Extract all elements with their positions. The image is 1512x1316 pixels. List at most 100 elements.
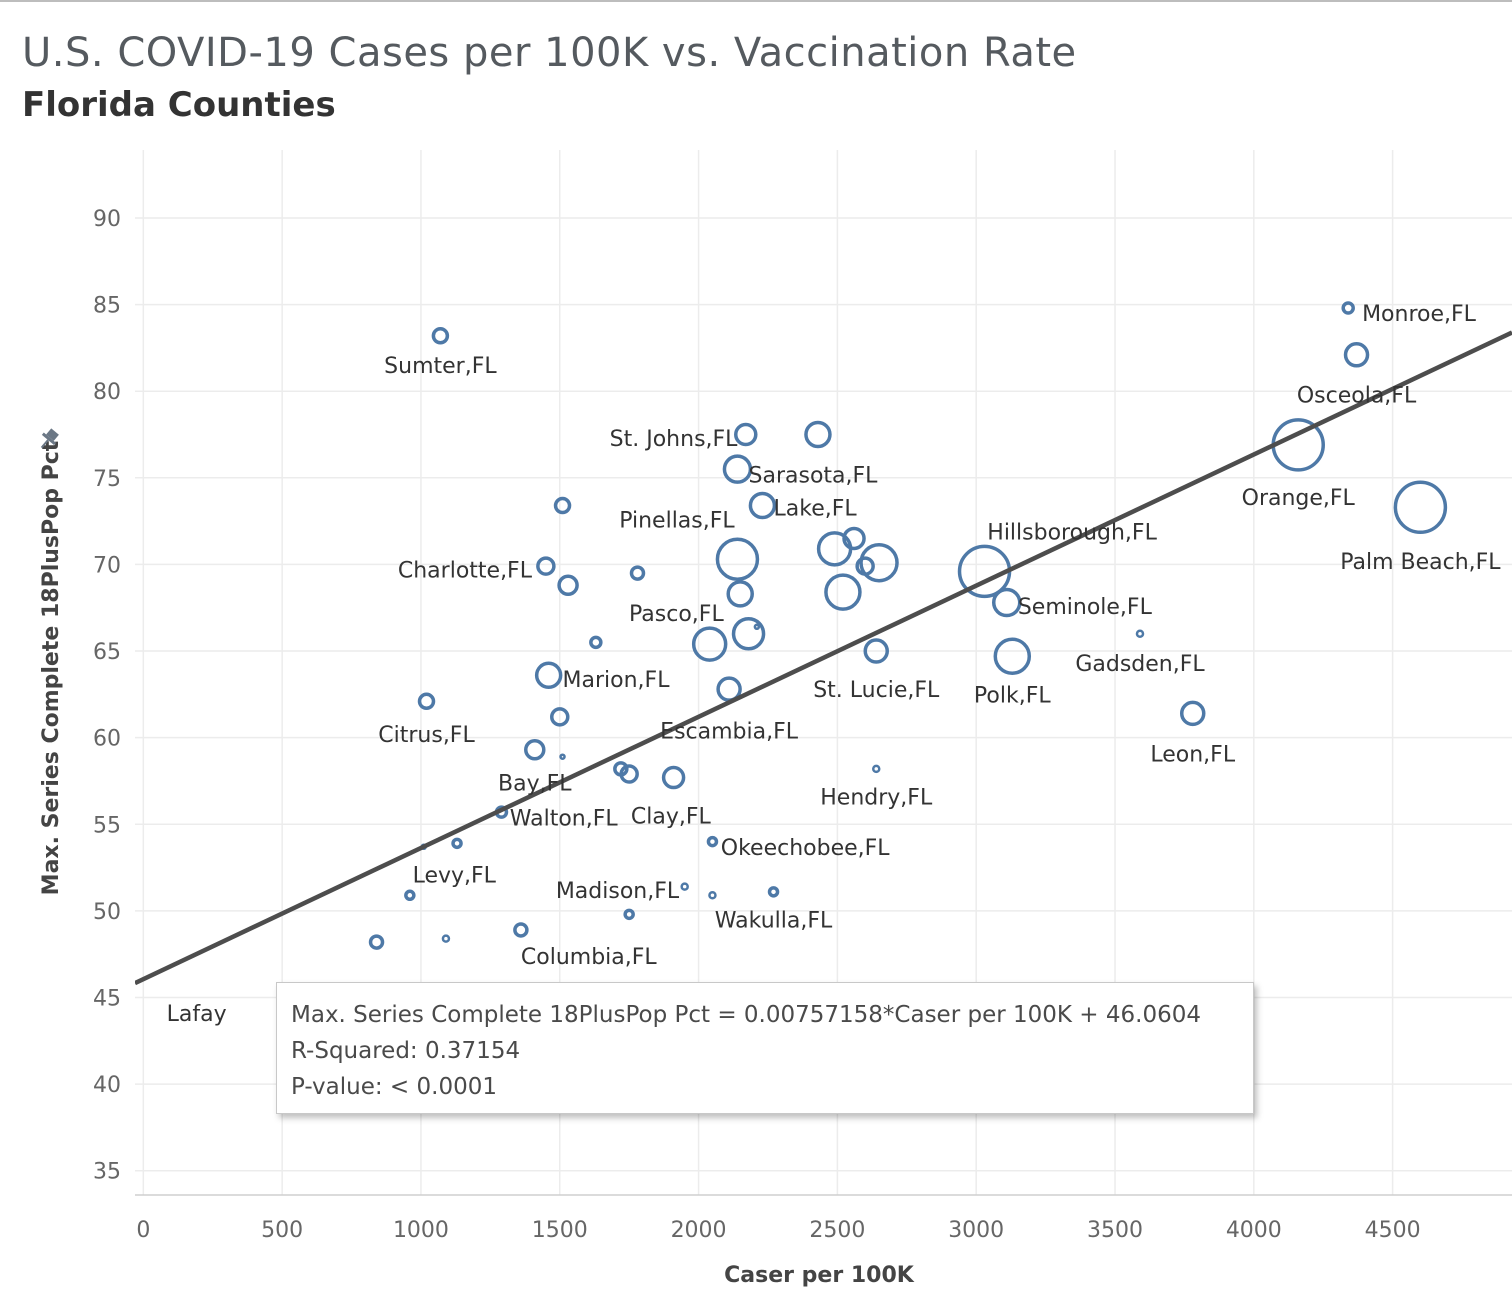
point-label: Okeechobee,FL (721, 836, 891, 861)
y-tick-label: 50 (93, 900, 121, 925)
x-tick-label: 4000 (1226, 1218, 1282, 1243)
point-label: Polk,FL (974, 683, 1051, 708)
y-tick-label: 45 (93, 987, 121, 1012)
point-label: Sumter,FL (384, 354, 497, 379)
data-point[interactable] (731, 616, 766, 651)
x-tick-label: 3500 (1087, 1218, 1143, 1243)
x-tick-label: 1500 (532, 1218, 588, 1243)
y-tick-label: 60 (93, 727, 121, 752)
data-point[interactable] (804, 420, 832, 449)
data-point[interactable] (863, 638, 889, 664)
data-point[interactable] (559, 753, 566, 760)
tooltip-equation: Max. Series Complete 18PlusPop Pct = 0.0… (291, 1002, 1201, 1028)
y-tick-label: 90 (93, 207, 121, 232)
data-point[interactable] (513, 922, 529, 938)
point-label: Pasco,FL (629, 602, 724, 627)
data-point[interactable] (629, 565, 646, 581)
x-tick-label: 3000 (948, 1218, 1004, 1243)
data-point[interactable] (734, 422, 758, 447)
data-point[interactable] (991, 587, 1022, 618)
x-tick-label: 4500 (1365, 1218, 1421, 1243)
data-point[interactable] (404, 889, 416, 902)
data-point[interactable] (451, 837, 463, 850)
data-point[interactable] (1393, 480, 1448, 535)
chart-subtitle: Florida Counties (22, 85, 336, 125)
data-point[interactable] (715, 537, 760, 581)
data-point[interactable] (534, 661, 563, 690)
data-point[interactable] (767, 886, 780, 898)
point-label: Wakulla,FL (715, 909, 833, 934)
data-point[interactable] (855, 556, 875, 576)
data-point[interactable] (859, 542, 899, 583)
x-tick-label: 500 (261, 1218, 303, 1243)
point-label: Madison,FL (556, 879, 680, 904)
point-label: Osceola,FL (1297, 384, 1417, 409)
point-label: Bay,FL (498, 772, 572, 797)
data-point[interactable] (824, 573, 862, 611)
data-point[interactable] (993, 637, 1032, 675)
data-point[interactable] (871, 764, 881, 774)
point-label: Leon,FL (1150, 742, 1235, 767)
x-tick-label: 1000 (393, 1218, 449, 1243)
y-tick-label: 35 (93, 1160, 121, 1185)
data-point[interactable] (842, 526, 866, 551)
point-label: Hendry,FL (820, 786, 933, 811)
point-label: Lake,FL (774, 496, 858, 521)
point-label: St. Johns,FL (610, 427, 739, 452)
data-point[interactable] (708, 891, 717, 900)
point-label: Marion,FL (563, 668, 671, 693)
data-point[interactable] (680, 882, 689, 891)
data-point[interactable] (691, 626, 728, 662)
point-label: Monroe,FL (1362, 302, 1477, 327)
y-tick-label: 75 (93, 467, 121, 492)
data-point[interactable] (748, 491, 777, 520)
data-point[interactable] (536, 556, 556, 576)
tooltip-p-value: P-value: < 0.0001 (291, 1074, 497, 1100)
data-point[interactable] (753, 623, 761, 631)
y-axis-title: Max. Series Complete 18PlusPop Pct (39, 440, 64, 895)
data-point[interactable] (619, 764, 639, 784)
point-label: Hillsborough,FL (987, 521, 1157, 546)
point-label: Lafay (167, 1002, 227, 1027)
point-label: Columbia,FL (521, 945, 658, 970)
data-point[interactable] (553, 496, 572, 515)
y-tick-label: 55 (93, 813, 121, 838)
point-label: Escambia,FL (660, 720, 799, 745)
top-border (0, 0, 1512, 2)
data-point[interactable] (431, 327, 450, 345)
data-point[interactable] (441, 934, 451, 943)
y-tick-label: 85 (93, 294, 121, 319)
data-point[interactable] (661, 765, 686, 790)
point-label: Citrus,FL (378, 723, 475, 748)
data-point[interactable] (1341, 301, 1355, 315)
data-point[interactable] (1343, 342, 1370, 368)
data-point[interactable] (524, 739, 546, 761)
data-point[interactable] (368, 934, 385, 950)
data-point[interactable] (550, 707, 570, 727)
x-tick-label: 0 (136, 1218, 150, 1243)
y-tick-label: 65 (93, 640, 121, 665)
data-point[interactable] (1179, 700, 1206, 727)
data-point[interactable] (623, 908, 635, 921)
point-label: Palm Beach,FL (1340, 550, 1501, 575)
trend-line[interactable] (135, 330, 1512, 986)
data-point[interactable] (1135, 629, 1145, 638)
point-label: Orange,FL (1242, 486, 1356, 511)
y-tick-label: 70 (93, 553, 121, 578)
point-label: Sarasota,FL (749, 463, 879, 488)
y-tick-label: 80 (93, 380, 121, 405)
chart-title: U.S. COVID-19 Cases per 100K vs. Vaccina… (22, 30, 1077, 76)
data-point[interactable] (726, 580, 754, 608)
pin-icon[interactable] (35, 426, 61, 452)
point-label: Pinellas,FL (619, 508, 735, 533)
point-label: Gadsden,FL (1075, 652, 1205, 677)
data-point[interactable] (589, 635, 603, 650)
point-label: Charlotte,FL (398, 559, 533, 584)
tooltip-r-squared: R-Squared: 0.37154 (291, 1038, 521, 1064)
data-point[interactable] (557, 574, 579, 596)
data-point[interactable] (417, 692, 436, 711)
x-tick-label: 2500 (809, 1218, 865, 1243)
data-point[interactable] (722, 454, 753, 484)
data-point[interactable] (706, 835, 719, 848)
y-tick-label: 40 (93, 1073, 121, 1098)
